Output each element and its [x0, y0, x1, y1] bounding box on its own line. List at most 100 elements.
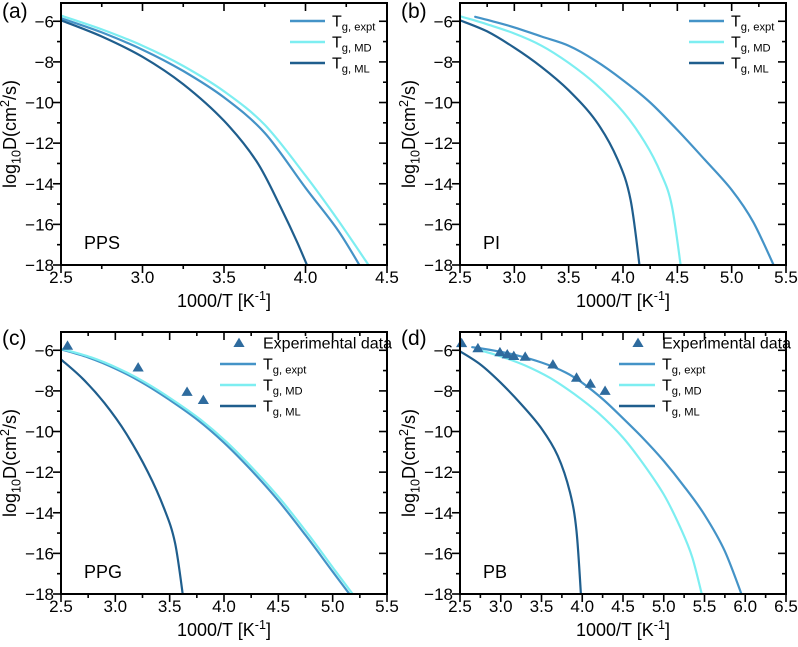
x-tick-label: 6.0	[733, 597, 757, 616]
legend-marker-experimental	[233, 337, 245, 347]
x-tick-label: 2.5	[448, 597, 472, 616]
sample-label: PPS	[84, 233, 120, 253]
experimental-data-points	[61, 340, 209, 405]
y-tick-label: −8	[35, 53, 54, 72]
curve-expt	[471, 346, 743, 593]
y-tick-label: −18	[25, 585, 54, 604]
y-tick-label: −6	[434, 12, 453, 31]
panel-letter: (c)	[2, 327, 27, 350]
legend-marker-experimental	[632, 337, 644, 347]
x-tick-label: 3.0	[131, 268, 155, 287]
y-tick-label: −8	[35, 382, 54, 401]
data-point	[570, 372, 583, 382]
y-tick-label: −10	[424, 423, 453, 442]
y-tick-label: −14	[25, 175, 54, 194]
panel-letter: (b)	[401, 0, 427, 23]
curves	[461, 15, 775, 264]
y-tick-label: −12	[424, 134, 453, 153]
curves	[62, 14, 370, 264]
y-tick-label: −18	[424, 585, 453, 604]
legend-label-ml: Tg, ML	[731, 56, 769, 76]
y-tick-label: −6	[434, 341, 453, 360]
x-tick-label: 4.0	[212, 597, 236, 616]
legend-label-expt: Tg, expt	[263, 357, 307, 377]
x-tick-label: 2.5	[448, 268, 472, 287]
sample-label: PI	[483, 233, 500, 253]
sample-label: PB	[483, 562, 507, 582]
data-point	[181, 386, 193, 396]
x-tick-label: 6.5	[774, 597, 798, 616]
curves	[62, 347, 354, 593]
experimental-data-points	[456, 337, 611, 395]
y-tick-label: −18	[25, 256, 54, 275]
legend-label-md: Tg, MD	[662, 378, 702, 398]
data-point	[197, 394, 209, 405]
x-tick-label: 2.5	[49, 597, 73, 616]
y-tick-label: −16	[25, 215, 54, 234]
plot-frame	[459, 331, 787, 595]
x-tick-label: 5.5	[774, 268, 798, 287]
legend-label-experimental: Experimental data	[662, 336, 791, 353]
panel-d: 2.5 3.0 3.5 4.0 4.5 5.0 5.5 6.0 6.5 −6 −8 −10 −12 −14…	[399, 323, 798, 647]
y-tick-label: −18	[424, 256, 453, 275]
x-tick-label: 5.5	[693, 597, 717, 616]
legend-label-md: Tg, MD	[332, 35, 372, 55]
panel-c: 2.5 3.0 3.5 4.0 4.5 5.0 5.5 −6 −8 −10 −12 −14 −16 −18…	[0, 323, 399, 647]
x-tick-label: 4.5	[375, 268, 399, 287]
curve-expt	[474, 15, 775, 264]
y-tick-label: −12	[424, 463, 453, 482]
chart-pb: 2.5 3.0 3.5 4.0 4.5 5.0 5.5 6.0 6.5 −6 −8 −10 −12 −14…	[399, 327, 798, 640]
plot-frame	[459, 2, 787, 266]
x-tick-label: 4.5	[666, 268, 690, 287]
legend-label-ml: Tg, ML	[263, 399, 301, 419]
curve-md	[62, 347, 354, 593]
x-tick-label: 3.5	[212, 268, 236, 287]
x-tick-label: 3.5	[557, 268, 581, 287]
legend-label-expt: Tg, expt	[662, 357, 706, 377]
y-tick-label: −16	[25, 544, 54, 563]
data-point	[599, 385, 611, 395]
x-tick-label: 4.0	[294, 268, 318, 287]
x-tick-label: 3.0	[503, 268, 527, 287]
y-tick-label: −16	[424, 544, 453, 563]
x-tick-label: 2.5	[49, 268, 73, 287]
curves	[461, 346, 743, 593]
x-tick-label: 3.5	[158, 597, 182, 616]
chart-ppg: 2.5 3.0 3.5 4.0 4.5 5.0 5.5 −6 −8 −10 −12 −14 −16 −18…	[0, 327, 399, 640]
legend-label-ml: Tg, ML	[662, 399, 700, 419]
data-point	[472, 342, 484, 353]
y-tick-label: −14	[424, 175, 453, 194]
plot-frame	[60, 331, 388, 595]
y-tick-label: −16	[424, 215, 453, 234]
x-tick-label: 4.5	[611, 597, 635, 616]
y-axis-label: log10D(cm2/s)	[0, 80, 24, 188]
y-tick-label: −14	[424, 504, 453, 523]
legend-label-md: Tg, MD	[263, 378, 303, 398]
x-tick-label: 4.0	[570, 597, 594, 616]
axes	[53, 332, 388, 602]
x-tick-label: 4.5	[267, 597, 291, 616]
legend-label-expt: Tg, expt	[332, 14, 376, 34]
curve-md	[475, 348, 703, 593]
y-tick-label: −12	[25, 463, 54, 482]
curve-expt	[62, 348, 351, 593]
x-tick-label: 5.0	[321, 597, 345, 616]
x-tick-label: 5.5	[375, 597, 399, 616]
data-point	[494, 346, 506, 357]
panel-a: 2.5 3.0 3.5 4.0 4.5 −6 −8 −10 −12 −14 −16 −18 1000/T…	[0, 0, 399, 323]
curve-ml	[62, 19, 308, 264]
chart-pps: 2.5 3.0 3.5 4.0 4.5 −6 −8 −10 −12 −14 −16 −18 1000/T…	[0, 0, 399, 311]
legend-label-md: Tg, MD	[731, 35, 771, 55]
data-point	[547, 359, 559, 369]
curve-md	[62, 14, 370, 264]
x-axis-label: 1000/T [K-1]	[576, 618, 670, 640]
sample-label: PPG	[84, 562, 122, 582]
curve-md	[461, 15, 682, 264]
axes	[452, 332, 787, 602]
data-point	[519, 351, 531, 361]
y-axis-label: log10D(cm2/s)	[399, 409, 423, 517]
legend-label-expt: Tg, expt	[731, 14, 775, 34]
x-tick-label: 5.0	[652, 597, 676, 616]
